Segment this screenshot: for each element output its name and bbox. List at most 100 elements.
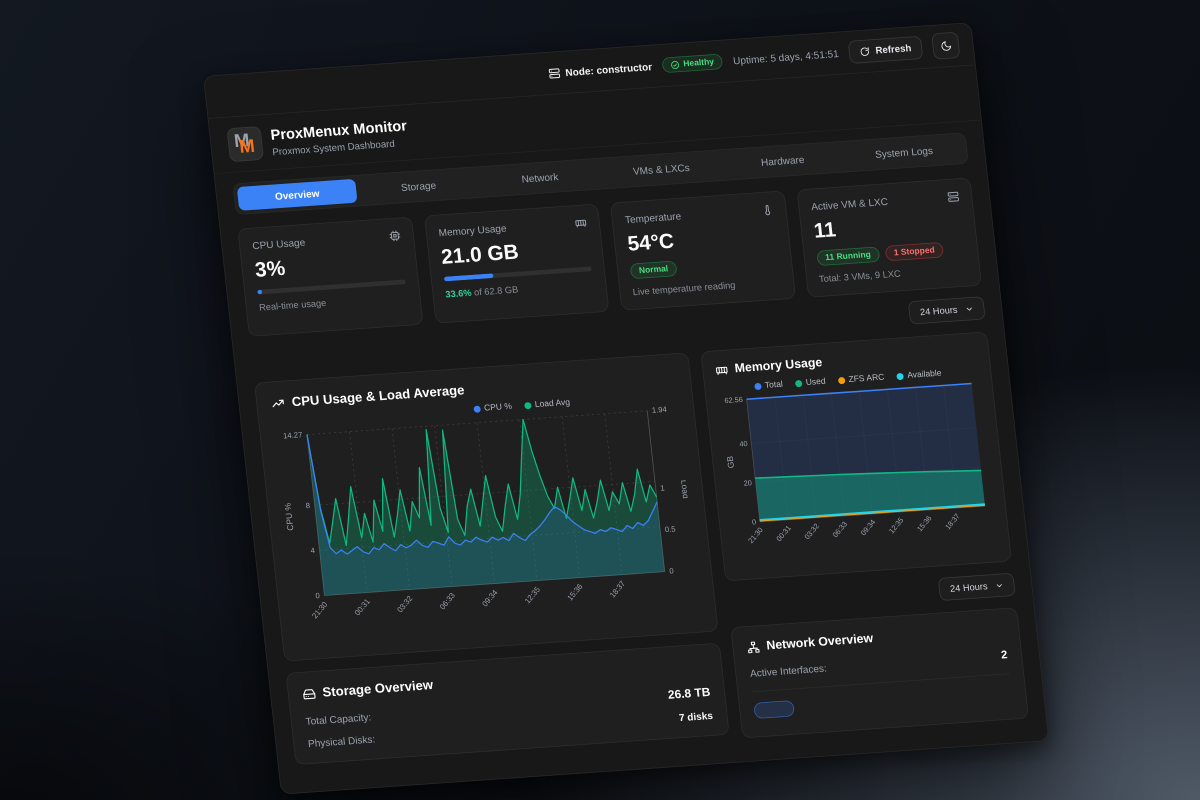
time-range-select[interactable]: 24 Hours	[908, 296, 986, 325]
hard-drive-icon	[303, 688, 316, 699]
temperature-value: 54°C	[626, 229, 676, 256]
memory-usage-card: Memory Usage 21.0 GB 33.6% of 62.8 GB	[423, 203, 610, 324]
memory-chart-icon	[715, 366, 728, 375]
svg-text:0: 0	[315, 591, 320, 600]
svg-text:0.5: 0.5	[664, 524, 676, 534]
network-interfaces-value: 2	[1000, 648, 1009, 662]
cpu-progress	[257, 279, 406, 295]
memory-subtext: 33.6% of 62.8 GB	[444, 284, 519, 300]
node-label: Node: constructor	[564, 60, 653, 79]
memory-percent: 33.6%	[444, 287, 473, 300]
memory-chart-title: Memory Usage	[734, 356, 823, 376]
memory-progress	[443, 266, 592, 282]
network-icon	[748, 641, 760, 654]
cpu-card-label: CPU Usage	[251, 236, 306, 252]
network-row-interfaces: Active Interfaces: 2	[749, 648, 1009, 679]
svg-text:12:35: 12:35	[887, 516, 906, 536]
temperature-card: Temperature 54°C Normal Live temperature…	[609, 190, 796, 311]
cpu-value: 3%	[253, 256, 287, 282]
svg-text:GB: GB	[725, 455, 736, 468]
svg-text:1.94: 1.94	[651, 405, 668, 415]
svg-text:8: 8	[305, 501, 310, 510]
svg-text:CPU %: CPU %	[282, 502, 295, 531]
proxmenux-dashboard-window: Node: constructor Healthy Uptime: 5 days…	[203, 22, 1050, 795]
svg-text:15:36: 15:36	[565, 582, 584, 602]
svg-text:03:32: 03:32	[802, 522, 821, 542]
legend-dot	[896, 372, 904, 380]
vms-count: 11	[812, 217, 838, 243]
temperature-card-label: Temperature	[624, 210, 682, 226]
svg-text:06:33: 06:33	[831, 520, 850, 540]
node-info: Node: constructor	[548, 60, 653, 79]
svg-text:15:36: 15:36	[915, 514, 934, 534]
svg-text:09:34: 09:34	[480, 587, 500, 608]
uptime-text: Uptime: 5 days, 4:51:51	[732, 47, 840, 67]
cpu-icon	[389, 230, 400, 242]
svg-text:0: 0	[669, 566, 674, 575]
svg-text:21:30: 21:30	[310, 600, 329, 620]
memory-icon	[575, 219, 587, 228]
svg-text:21:30: 21:30	[746, 525, 765, 545]
vms-stopped-badge: 1 Stopped	[884, 241, 944, 262]
cpu-load-chart-card: CPU Usage & Load Average CPU % Load Avg 0…	[254, 352, 719, 662]
interface-badge[interactable]	[753, 700, 795, 719]
legend-dot	[753, 382, 762, 390]
svg-text:18:37: 18:37	[943, 512, 962, 532]
network-title: Network Overview	[765, 632, 874, 653]
tab-vms-lxcs[interactable]: VMs & LXCs	[632, 161, 691, 178]
tab-storage[interactable]: Storage	[400, 179, 437, 194]
svg-text:40: 40	[739, 439, 748, 449]
trending-up-icon	[272, 399, 284, 408]
legend-dot	[837, 376, 846, 384]
cpu-usage-card: CPU Usage 3% Real-time usage	[237, 216, 424, 337]
memory-card-label: Memory Usage	[438, 222, 508, 239]
svg-text:0: 0	[752, 517, 757, 526]
svg-text:Load: Load	[679, 479, 691, 499]
temperature-subtext: Live temperature reading	[632, 279, 736, 298]
storage-overview-card: Storage Overview Total Capacity: 26.8 TB…	[285, 642, 730, 765]
memory-chart-card: Memory Usage Total Used ZFS ARC Available 0…	[700, 331, 1012, 582]
legend-dot	[473, 405, 481, 413]
right-column: Memory Usage Total Used ZFS ARC Available 0…	[700, 331, 1029, 739]
network-overview-card: Network Overview Active Interfaces: 2	[730, 607, 1029, 739]
status-bar: Node: constructor Healthy Uptime: 5 days…	[203, 23, 976, 119]
legend-dot	[794, 379, 803, 387]
tab-network[interactable]: Network	[520, 170, 559, 185]
cpu-subtext: Real-time usage	[258, 297, 327, 313]
svg-text:00:31: 00:31	[353, 597, 372, 617]
svg-text:1: 1	[660, 483, 665, 492]
cpu-load-chart: 0 4 8 14.27 0 0.5 1 1.94 21:30 00:31 03:32 06:33 09:…	[282, 405, 691, 621]
vms-total-text: Total: 3 VMs, 9 LXC	[818, 268, 902, 285]
svg-text:20: 20	[743, 478, 752, 488]
vms-card-label: Active VM & LXC	[810, 195, 889, 213]
storage-title: Storage Overview	[321, 677, 434, 700]
temperature-status-badge: Normal	[629, 260, 678, 280]
network-time-range-select[interactable]: 24 Hours	[938, 572, 1016, 602]
stat-cards-row: CPU Usage 3% Real-time usage Memory Usag…	[237, 177, 982, 337]
check-circle-icon	[671, 60, 680, 69]
theme-toggle-button[interactable]	[931, 31, 961, 60]
memory-chart: 0 20 40 62.56 21:30 00:31 03:32 06:33 09:34 12:35…	[724, 382, 986, 545]
tab-overview[interactable]: Overview	[236, 178, 358, 211]
tab-hardware[interactable]: Hardware	[760, 153, 805, 169]
active-vm-lxc-card: Active VM & LXC 11 11 Running 1 Stopped …	[796, 177, 982, 298]
refresh-button[interactable]: Refresh	[848, 35, 924, 64]
svg-text:00:31: 00:31	[774, 524, 793, 544]
svg-text:18:37: 18:37	[608, 579, 627, 599]
refresh-icon	[860, 46, 870, 56]
tab-system-logs[interactable]: System Logs	[874, 144, 934, 161]
svg-text:03:32: 03:32	[395, 594, 414, 614]
svg-text:14.27: 14.27	[283, 430, 303, 440]
health-badge: Healthy	[661, 53, 724, 74]
left-column: CPU Usage & Load Average CPU % Load Avg 0…	[254, 352, 730, 765]
server-icon	[548, 67, 560, 79]
servers-icon	[947, 191, 959, 202]
svg-text:62.56: 62.56	[724, 395, 743, 405]
legend-dot	[523, 401, 532, 409]
storage-capacity-value: 26.8 TB	[667, 685, 712, 702]
svg-text:4: 4	[310, 546, 316, 555]
svg-text:12:35: 12:35	[523, 585, 542, 605]
thermometer-icon	[765, 205, 770, 216]
